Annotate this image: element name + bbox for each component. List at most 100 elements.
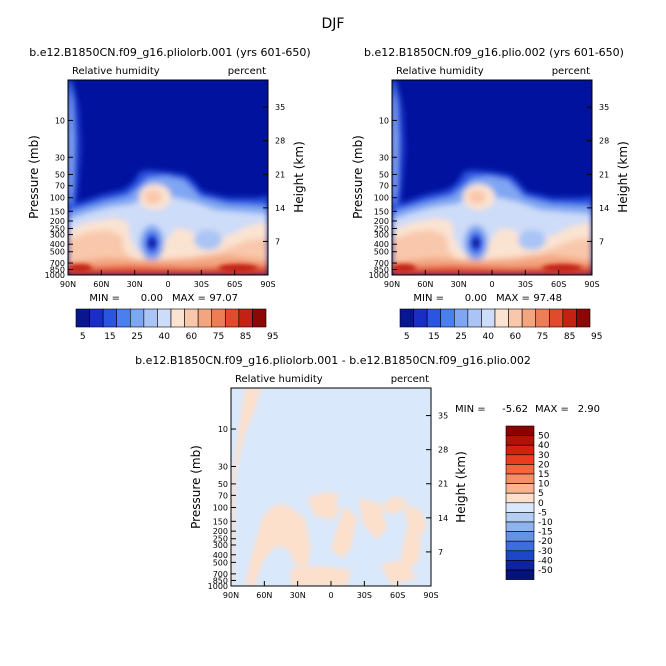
panel-1-ytick-label: 70: [55, 182, 65, 191]
panel-3-ytick-label: 300: [213, 541, 228, 550]
panel-3-colorbar-label: -15: [538, 528, 553, 538]
panel-2-colorbar-swatch: [548, 308, 564, 328]
panel-2-ytick-label: 100: [374, 194, 389, 203]
panel-1-max-label: MAX =: [172, 293, 206, 304]
panel-3-colorbar-swatch: [505, 502, 535, 513]
panel-1-colorbar-swatch: [89, 308, 104, 328]
panel-3-colorbar-label: 0: [538, 499, 544, 509]
panel-2-ylabel: Pressure (mb): [351, 135, 365, 219]
panel-2-colorbar-swatch: [413, 308, 428, 328]
panel-2-colorbar-label: 85: [564, 332, 575, 342]
panel-2-colorbar-swatch: [562, 308, 577, 328]
panel-3-ylabel: Pressure (mb): [189, 445, 203, 529]
panel-1-colorbar-swatch: [75, 308, 90, 328]
panel-3-colorbar-swatch: [505, 512, 535, 523]
panel-1-ytick-label: 850: [50, 266, 65, 275]
panel-2-xtick-label: 30N: [451, 280, 467, 289]
panel-2-colorbar-swatch: [521, 308, 537, 328]
panel-1-colorbar-swatch: [116, 308, 131, 328]
panel-1-colorbar-label: 95: [267, 332, 278, 342]
panel-1-colorbar-label: 25: [131, 332, 142, 342]
panel-2-xtick-label: 60N: [417, 280, 433, 289]
panel-1-min-label: MIN =: [89, 293, 120, 304]
panel-1: b.e12.B1850CN.f09_g16.pliolorb.001 (yrs …: [27, 46, 311, 342]
panel-1-ytick-label: 250: [50, 224, 65, 233]
panel-2-xtick-label: 0: [489, 280, 494, 289]
panel-2-colorbar-label: 95: [591, 332, 602, 342]
panel-2-ytick-label: 30: [379, 153, 389, 162]
panel-3-min-label: MIN =: [455, 404, 486, 415]
panel-3: b.e12.B1850CN.f09_g16.pliolorb.001 - b.e…: [135, 354, 600, 600]
panel-2-colorbar-swatch: [576, 308, 591, 328]
panel-2: b.e12.B1850CN.f09_g16.plio.002 (yrs 601-…: [351, 46, 630, 342]
panel-3-colorbar-swatch: [505, 560, 535, 571]
panel-2-htick-label: 28: [599, 137, 609, 146]
panel-3-xtick-label: 30N: [290, 591, 306, 600]
panel-3-colorbar-swatch: [505, 425, 535, 436]
panel-1-colorbar-label: 60: [186, 332, 198, 342]
panel-3-colorbar-swatch: [505, 464, 535, 475]
panel-3-ytick-label: 200: [213, 527, 228, 536]
panel-3-xtick-label: 60N: [256, 591, 272, 600]
panel-3-axes: 90N 60N 30N 0 30S 60S 90S103050701001502002503…: [208, 412, 449, 600]
panel-2-field: [391, 79, 593, 276]
panel-1-ytick-label: 500: [50, 248, 65, 257]
panel-3-xtick-label: 30S: [357, 591, 372, 600]
panel-3-ytick-label: 850: [213, 576, 228, 585]
panel-1-variable: Relative humidity: [72, 66, 160, 77]
panel-2-variable: Relative humidity: [396, 66, 484, 77]
panel-3-variable: Relative humidity: [235, 374, 323, 385]
panel-1-colorbar-swatch: [102, 308, 118, 328]
panel-2-ytick-label: 1000: [369, 271, 389, 280]
panel-2-htick-label: 35: [599, 103, 609, 112]
panel-1-ytick-label: 150: [50, 207, 65, 216]
panel-2-colorbar-label: 5: [404, 332, 410, 342]
panel-2-max-value: 97.48: [533, 293, 562, 304]
panel-1-field: [67, 79, 269, 276]
panel-3-xtick-label: 60S: [390, 591, 405, 600]
panel-3-ytick-label: 250: [213, 535, 228, 544]
panel-1-xtick-label: 60N: [93, 280, 109, 289]
panel-1-ylabel: Pressure (mb): [27, 135, 41, 219]
panel-2-colorbar-swatch: [426, 308, 442, 328]
panel-2-ytick-label: 150: [374, 207, 389, 216]
panel-1-colorbar-swatch: [129, 308, 145, 328]
panel-2-colorbar-label: 25: [455, 332, 466, 342]
panel-2-units: percent: [552, 66, 590, 77]
panel-3-colorbar-swatch: [505, 521, 535, 532]
panel-3-min-value: -5.62: [502, 404, 528, 415]
panel-2-colorbar-label: 15: [428, 332, 439, 342]
panel-1-colorbar-swatch: [238, 308, 253, 328]
panel-1-ytick-label: 1000: [45, 271, 65, 280]
panel-1-max-value: 97.07: [209, 293, 238, 304]
panel-3-max-value: 2.90: [578, 404, 600, 415]
panel-3-colorbar-label: -10: [538, 518, 553, 528]
panel-1-title: b.e12.B1850CN.f09_g16.pliolorb.001 (yrs …: [29, 46, 310, 59]
panel-1-colorbar-label: 75: [213, 332, 224, 342]
panel-1-min-value: 0.00: [141, 293, 163, 304]
panel-1-right-label: Height (km): [292, 141, 306, 212]
panel-3-ytick-label: 70: [218, 491, 228, 500]
panel-2-colorbar-swatch: [467, 308, 482, 328]
panel-2-axes: 90N 60N 30N 0 30S 60S 90S103050701001502002503…: [369, 103, 610, 289]
panel-2-title: b.e12.B1850CN.f09_g16.plio.002 (yrs 601-…: [364, 46, 624, 59]
panel-2-colorbar-label: 60: [510, 332, 522, 342]
panel-2-right-label: Height (km): [616, 141, 630, 212]
panel-2-colorbar-swatch: [453, 308, 469, 328]
panel-3-max-label: MAX =: [535, 404, 569, 415]
panel-1-xtick-label: 60S: [227, 280, 242, 289]
panel-1-colorbar-swatch: [211, 308, 226, 328]
panel-1-colorbar-label: 15: [104, 332, 115, 342]
panel-3-field: [230, 387, 432, 587]
panel-1-colorbar-label: 85: [240, 332, 251, 342]
panel-3-ytick-label: 30: [218, 462, 228, 471]
panel-3-ytick-label: 10: [218, 425, 228, 434]
panel-1-htick-label: 35: [275, 103, 285, 112]
panel-3-colorbar-label: 50: [538, 432, 550, 442]
panel-3-colorbar-label: -20: [538, 537, 553, 547]
panel-1-htick-label: 7: [275, 237, 280, 246]
panel-1-xtick-label: 30S: [194, 280, 209, 289]
panel-2-ytick-label: 300: [374, 231, 389, 240]
panel-2-ytick-label: 500: [374, 248, 389, 257]
